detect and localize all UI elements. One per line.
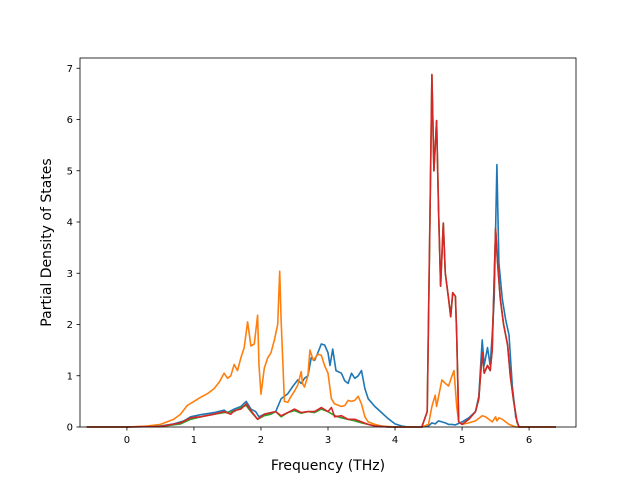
y-tick-label: 1 [67, 371, 73, 382]
y-tick-label: 4 [67, 218, 73, 229]
y-tick-label: 6 [67, 115, 73, 126]
x-tick-label: 6 [526, 435, 532, 446]
y-tick-label: 0 [67, 423, 73, 434]
x-tick-label: 5 [459, 435, 465, 446]
x-tick-label: 2 [258, 435, 264, 446]
x-tick-label: 0 [124, 435, 130, 446]
x-tick-label: 1 [191, 435, 197, 446]
y-axis-label: Partial Density of States [39, 158, 55, 326]
y-tick-label: 3 [67, 269, 73, 280]
x-axis-label: Frequency (THz) [271, 458, 385, 474]
x-tick-label: 4 [392, 435, 398, 446]
y-tick-label: 7 [67, 64, 73, 75]
x-axis-ticks: 0 1 2 3 4 5 6 [124, 427, 532, 446]
plot-area [79, 57, 577, 428]
x-tick-label: 3 [325, 435, 331, 446]
y-tick-label: 2 [67, 320, 73, 331]
y-tick-label: 5 [67, 166, 73, 177]
y-axis-ticks: 0 1 2 3 4 5 6 7 [67, 64, 80, 434]
